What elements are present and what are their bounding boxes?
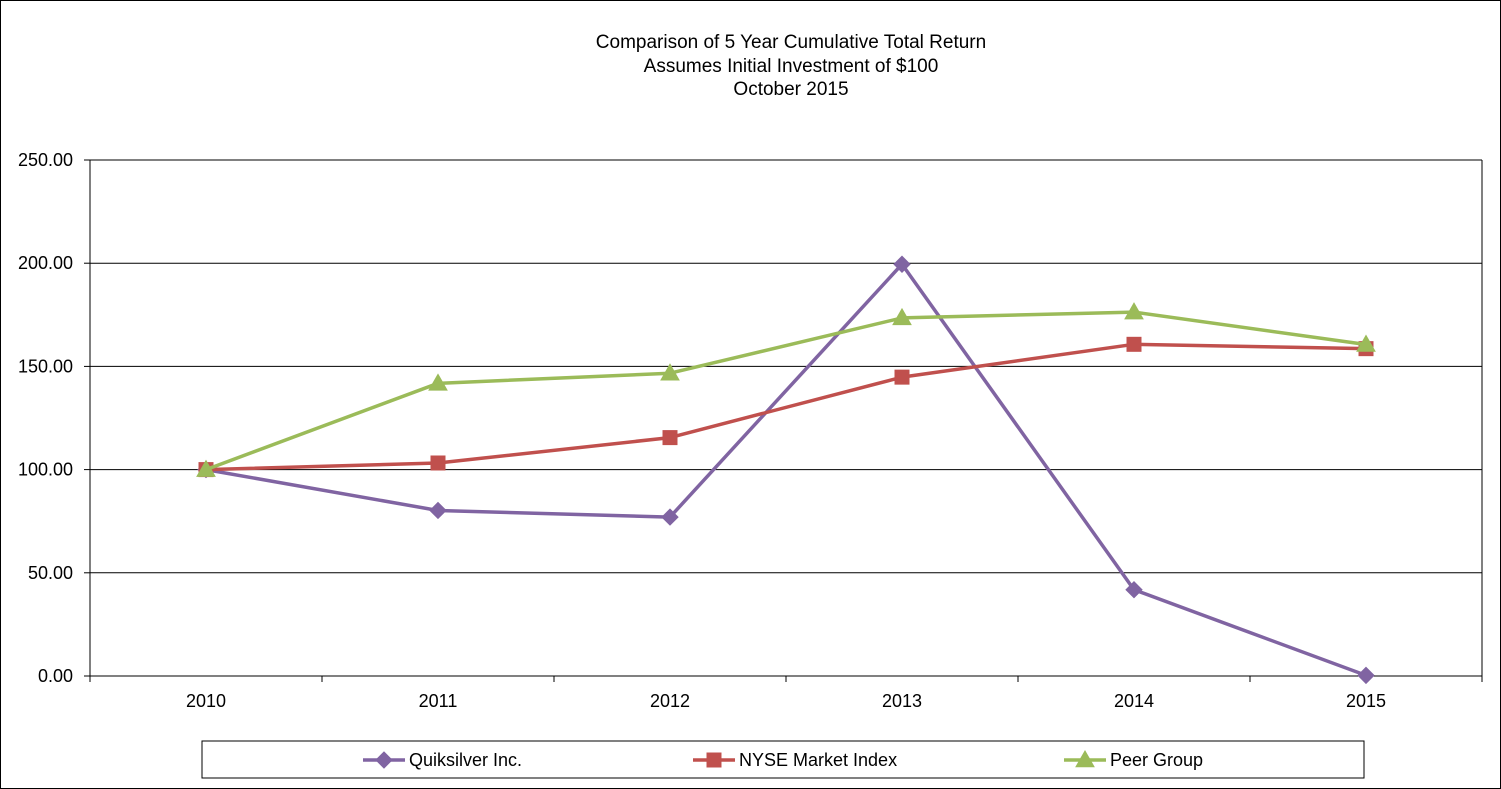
data-point-nyse-market-index-2012 <box>662 430 678 446</box>
series <box>196 255 1376 685</box>
legend-item-nyse-market-index: NYSE Market Index <box>693 750 897 770</box>
data-point-quiksilver-inc-2015 <box>1357 666 1375 685</box>
data-point-peer-group-2011 <box>428 373 448 391</box>
y-tick-label-100: 100.00 <box>18 460 73 480</box>
y-tick-label-50: 50.00 <box>28 563 73 583</box>
data-point-peer-group-2014 <box>1124 302 1144 320</box>
data-point-peer-group-2010 <box>196 459 216 477</box>
x-tick-label-2015: 2015 <box>1346 691 1386 711</box>
series-peer-group <box>196 302 1376 477</box>
series-line-quiksilver-inc <box>205 262 1367 678</box>
chart-title-line-1: Comparison of 5 Year Cumulative Total Re… <box>596 32 986 53</box>
data-point-peer-group-2015 <box>1356 334 1376 352</box>
y-axis-tick-labels: 0.00 50.00 100.00 150.00 200.00 250.00 <box>18 150 73 686</box>
y-tick-label-200: 200.00 <box>18 253 73 273</box>
legend-label-quiksilver-inc: Quiksilver Inc. <box>409 750 522 770</box>
legend-marker-nyse-market-index <box>706 752 722 768</box>
legend-label-nyse-market-index: NYSE Market Index <box>739 750 897 770</box>
x-tick-label-2010: 2010 <box>186 691 226 711</box>
x-tick-label-2012: 2012 <box>650 691 690 711</box>
data-point-nyse-market-index-2014 <box>1126 336 1142 352</box>
series-line-nyse-market-index <box>205 342 1367 472</box>
legend-label-peer-group: Peer Group <box>1110 750 1203 770</box>
data-point-quiksilver-inc-2014 <box>1125 581 1143 599</box>
data-point-nyse-market-index-2011 <box>430 455 446 471</box>
x-tick-label-2014: 2014 <box>1114 691 1154 711</box>
data-point-peer-group-2012 <box>660 363 680 381</box>
chart-title-line-3: October 2015 <box>733 79 848 100</box>
legend-item-peer-group: Peer Group <box>1064 749 1203 770</box>
data-point-quiksilver-inc-2011 <box>429 501 447 520</box>
gridlines <box>90 159 1482 574</box>
x-tick-label-2013: 2013 <box>882 691 922 711</box>
data-point-peer-group-2013 <box>892 307 912 326</box>
legend-marker-quiksilver-inc <box>375 751 393 769</box>
y-tick-label-250: 250.00 <box>18 150 73 170</box>
legend-item-quiksilver-inc: Quiksilver Inc. <box>363 750 522 770</box>
chart-title-line-2: Assumes Initial Investment of $100 <box>644 56 939 77</box>
data-point-quiksilver-inc-2012 <box>661 508 679 526</box>
y-tick-label-150: 150.00 <box>18 356 73 376</box>
legend-marker-peer-group <box>1075 749 1095 768</box>
data-point-nyse-market-index-2013 <box>894 369 910 385</box>
legend: Quiksilver Inc. NYSE Market Index Peer Gro… <box>201 740 1365 779</box>
series-line-peer-group <box>205 310 1367 472</box>
chart-title: Comparison of 5 Year Cumulative Total Re… <box>596 32 986 100</box>
axes <box>84 159 1483 682</box>
x-tick-label-2011: 2011 <box>419 691 458 711</box>
x-axis-tick-labels: 2010 2011 2012 2013 2014 2015 <box>186 691 1386 711</box>
data-point-quiksilver-inc-2013 <box>893 255 911 273</box>
y-tick-label-0: 0.00 <box>38 666 73 686</box>
